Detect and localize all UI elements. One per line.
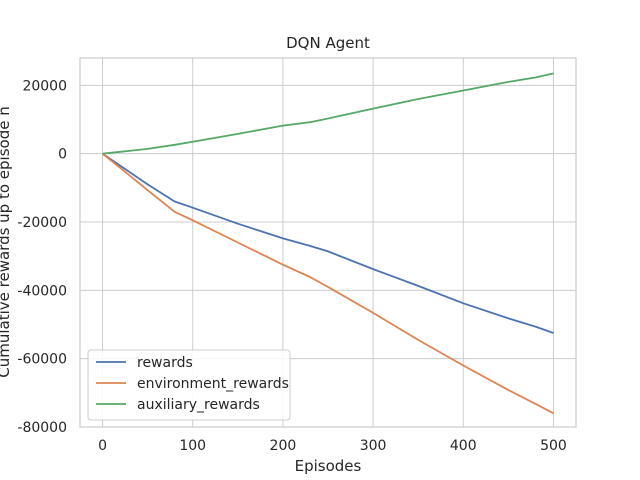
y-tick-label: -60000	[17, 352, 67, 368]
series-group	[101, 72, 554, 415]
plot-frame	[79, 57, 577, 428]
x-tick-label: 200	[270, 438, 297, 454]
series-line-auxiliary-rewards	[102, 72, 554, 155]
y-tick-label: -40000	[17, 283, 67, 299]
x-tick-label: 400	[450, 438, 477, 454]
y-ticks: 20000 0 -20000 -40000 -60000 -80000	[17, 78, 67, 436]
legend-label-environment-rewards: environment_rewards	[137, 376, 289, 392]
grid	[80, 58, 576, 428]
x-tick-label: 300	[360, 438, 387, 454]
x-ticks: 0 100 200 300 400 500	[98, 438, 567, 454]
y-tick-label: 0	[58, 147, 67, 163]
legend-label-rewards: rewards	[137, 355, 193, 371]
x-tick-label: 500	[540, 438, 567, 454]
legend-box	[87, 349, 291, 421]
x-axis-label: Episodes	[295, 457, 362, 475]
series-line-rewards	[101, 152, 554, 334]
y-tick-label: -20000	[17, 215, 67, 231]
y-tick-label: -80000	[17, 420, 67, 436]
x-tick-label: 100	[179, 438, 206, 454]
x-tick-label: 0	[98, 438, 107, 454]
y-axis-label: Cumulative rewards up to episode n	[0, 106, 13, 377]
y-tick-label: 20000	[22, 78, 67, 94]
legend: rewards environment_rewards auxiliary_rewa…	[87, 349, 291, 421]
legend-label-auxiliary-rewards: auxiliary_rewards	[137, 397, 260, 413]
series-line-environment-rewards	[101, 152, 554, 415]
chart-title: DQN Agent	[286, 34, 370, 52]
